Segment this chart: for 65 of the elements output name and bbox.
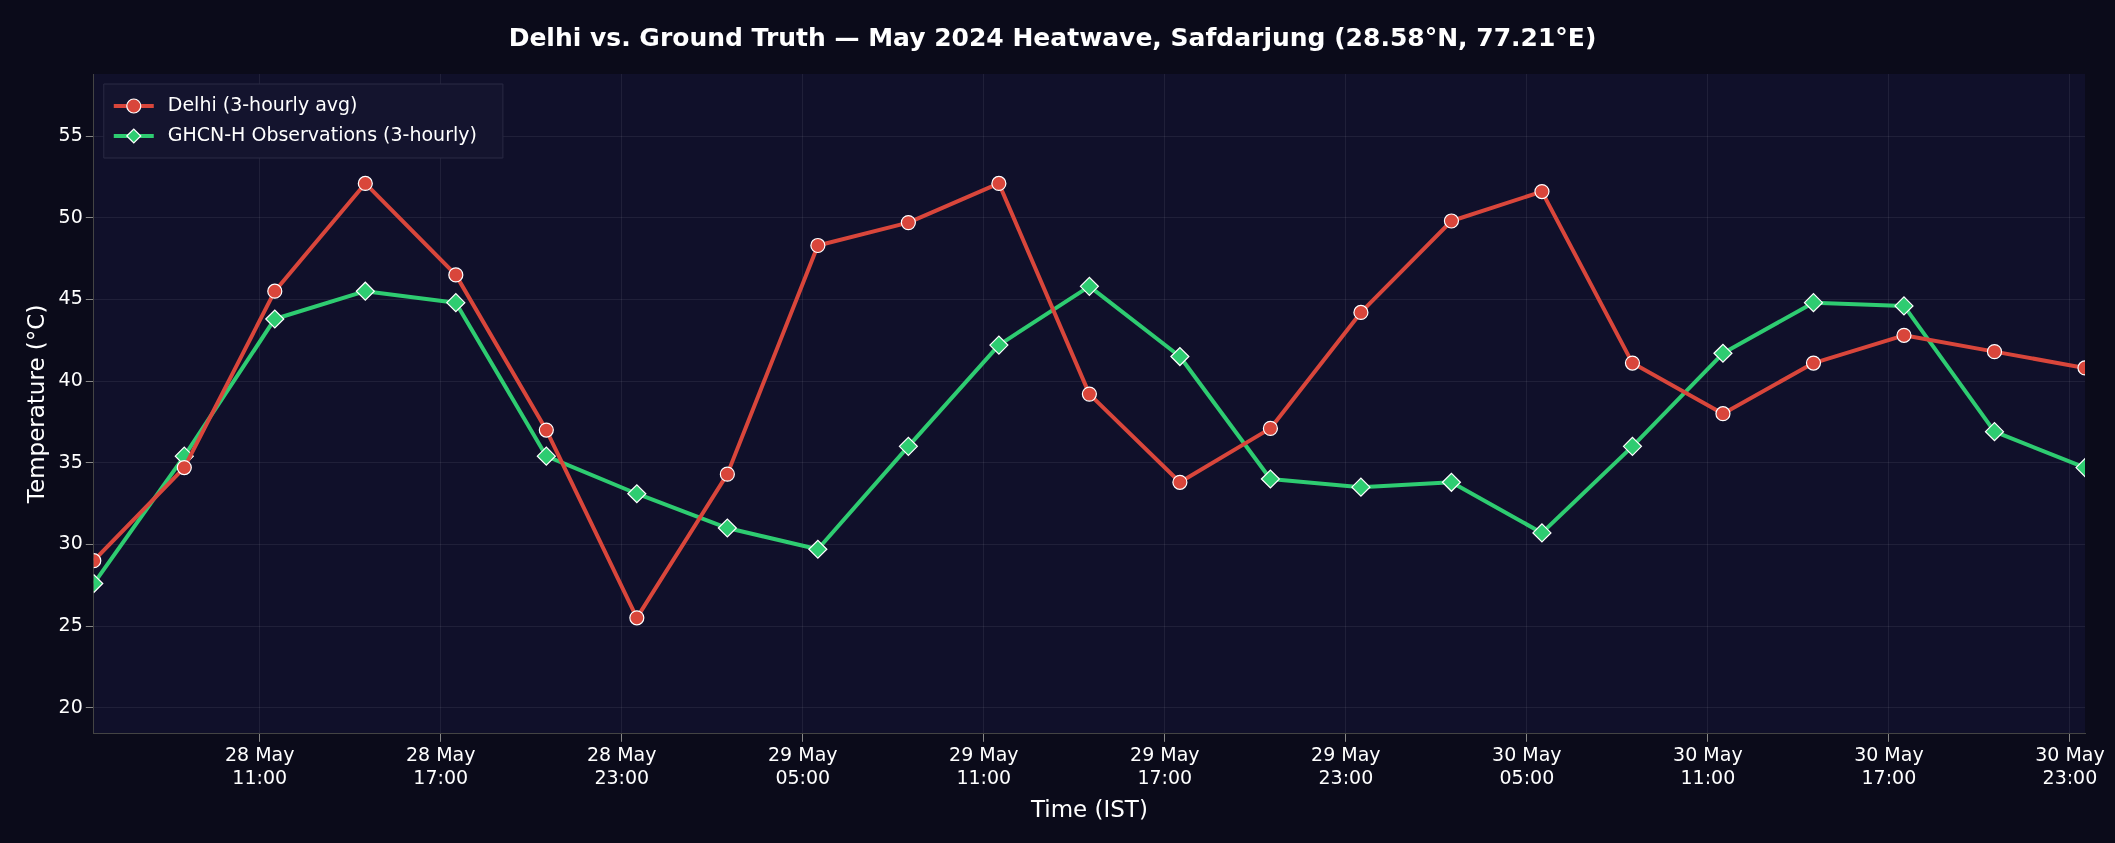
y-tick-label: 35 — [58, 449, 83, 472]
point — [717, 518, 737, 538]
y-axis-title: Temperature (°C) — [22, 304, 49, 505]
point — [536, 446, 556, 466]
point — [1443, 213, 1460, 229]
point — [448, 267, 464, 283]
y-tick-label: 50 — [58, 204, 83, 227]
point — [1081, 386, 1097, 402]
point — [810, 237, 826, 254]
point — [265, 309, 285, 329]
point — [808, 539, 828, 559]
point — [627, 484, 647, 504]
point — [1984, 422, 2005, 442]
x-tick-label: 29 May 05:00 — [768, 743, 838, 788]
x-tick-label: 30 May 05:00 — [1492, 743, 1562, 788]
point — [1624, 355, 1641, 371]
point — [1441, 472, 1462, 492]
point — [898, 436, 918, 456]
point — [1713, 343, 1733, 363]
x-tick-label: 28 May 17:00 — [405, 743, 476, 788]
point — [900, 215, 916, 231]
x-tick-label: 30 May 11:00 — [1673, 743, 1743, 788]
y-tick-label: 40 — [58, 367, 83, 390]
legend-label: GHCN-H Observations (3-hourly) — [167, 122, 477, 145]
point — [989, 335, 1009, 355]
point — [446, 293, 466, 313]
point — [176, 459, 192, 476]
x-tick-label: 30 May 17:00 — [1854, 743, 1924, 788]
point — [355, 281, 375, 301]
point — [1534, 183, 1550, 200]
x-tick-label: 29 May 17:00 — [1130, 743, 1200, 788]
point — [1894, 296, 1914, 316]
point — [1803, 293, 1824, 313]
x-tick-label: 28 May 23:00 — [587, 743, 657, 788]
x-tick-label: 29 May 11:00 — [949, 743, 1019, 788]
point — [1262, 420, 1279, 436]
point — [629, 610, 645, 626]
point — [267, 283, 283, 299]
point — [1172, 474, 1188, 490]
x-tick-label: 30 May 23:00 — [2035, 743, 2105, 788]
point — [1351, 477, 1371, 497]
y-tick-label: 20 — [58, 694, 83, 717]
point — [1170, 346, 1190, 367]
point — [357, 175, 373, 192]
point — [1715, 406, 1731, 422]
point — [1896, 327, 1912, 343]
point — [1260, 469, 1281, 489]
point — [1353, 304, 1369, 321]
point — [1622, 436, 1643, 456]
point — [1079, 276, 1099, 296]
point — [1805, 355, 1822, 371]
y-tick-label: 30 — [58, 531, 83, 554]
point — [991, 175, 1007, 192]
x-axis-title: Time (IST) — [1029, 796, 1148, 823]
legend-label: Delhi (3-hourly avg) — [167, 92, 358, 115]
chart-title: Delhi vs. Ground Truth — May 2024 Heatwave, Safdarjung (28.58°N, 77.21°E) — [508, 22, 1597, 52]
x-tick-label: 29 May 23:00 — [1311, 743, 1381, 788]
y-tick-label: 25 — [58, 612, 83, 635]
point — [719, 466, 735, 482]
point — [538, 422, 554, 438]
x-tick-label: 28 May 11:00 — [224, 743, 295, 788]
point — [1532, 523, 1552, 543]
y-tick-label: 45 — [58, 286, 83, 309]
y-tick-label: 55 — [58, 123, 83, 145]
point — [1986, 344, 2003, 360]
